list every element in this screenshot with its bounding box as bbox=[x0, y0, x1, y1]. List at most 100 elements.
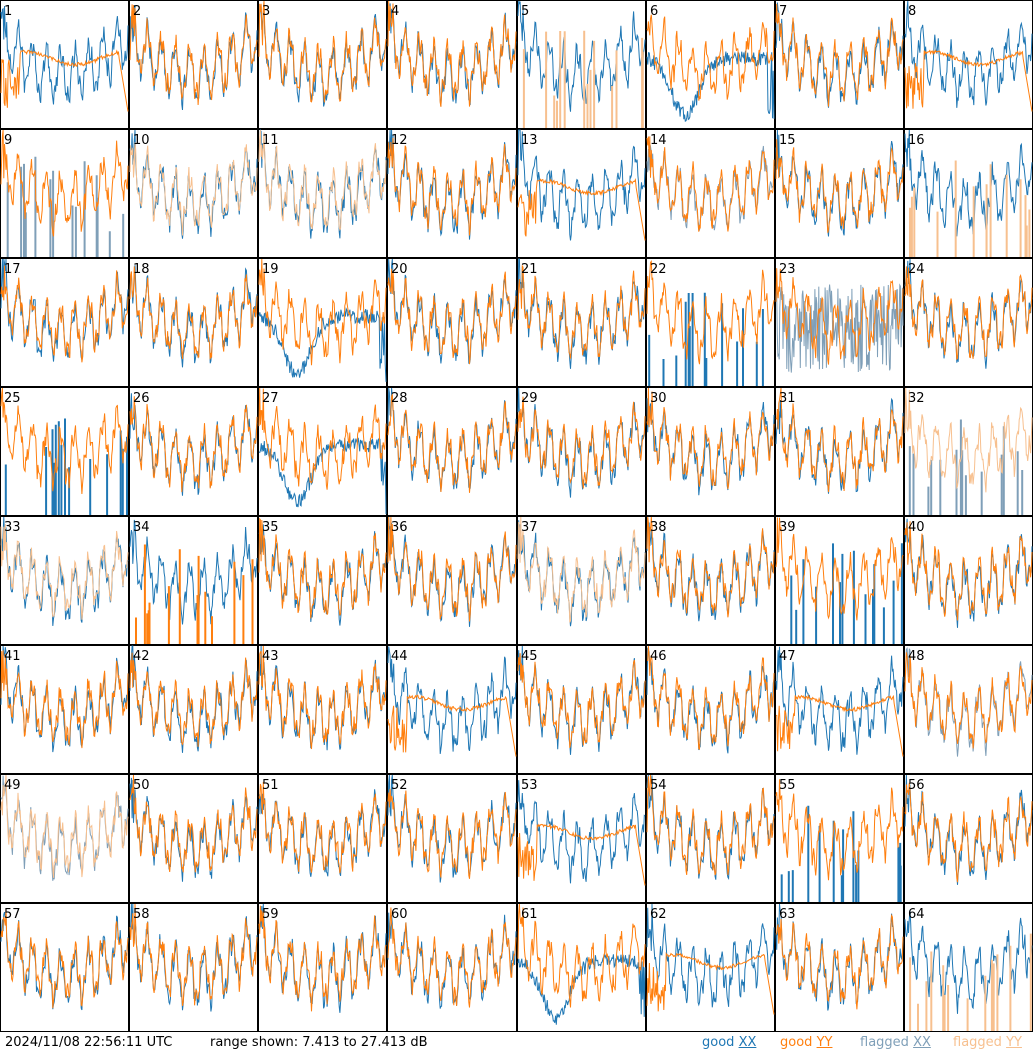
series-yy-line bbox=[0, 49, 129, 112]
panel-55: 55 bbox=[775, 774, 904, 903]
panel-36: 36 bbox=[387, 516, 517, 645]
panel-23: 23 bbox=[775, 258, 904, 387]
legend-pol: YY bbox=[816, 1035, 833, 1050]
panel-4: 4 bbox=[387, 0, 517, 129]
panel-frame bbox=[258, 645, 387, 774]
panel-34: 34 bbox=[129, 516, 258, 645]
series-yy-line bbox=[646, 14, 775, 101]
panel-2: 2 bbox=[129, 0, 258, 129]
panel-12: 12 bbox=[387, 129, 517, 258]
panel-59: 59 bbox=[258, 903, 387, 1032]
panel-number: 9 bbox=[4, 133, 12, 148]
panel-15: 15 bbox=[775, 129, 904, 258]
series-xx-line bbox=[517, 0, 646, 112]
panel-54: 54 bbox=[646, 774, 775, 903]
panel-number: 22 bbox=[650, 262, 667, 277]
panel-number: 43 bbox=[262, 649, 279, 664]
panel-frame bbox=[387, 774, 517, 903]
panel-number: 45 bbox=[521, 649, 538, 664]
series-yy-line bbox=[517, 516, 646, 623]
series-yy-line bbox=[387, 0, 517, 107]
panel-22: 22 bbox=[646, 258, 775, 387]
panel-number: 28 bbox=[391, 391, 408, 406]
panel-44: 44 bbox=[387, 645, 517, 774]
panel-25: 25 bbox=[0, 387, 129, 516]
panel-number: 50 bbox=[133, 778, 150, 793]
series-yy-line bbox=[517, 903, 646, 1008]
series-yy-line bbox=[258, 258, 387, 366]
series-yy-line bbox=[135, 544, 254, 644]
series-yy-line bbox=[517, 396, 646, 489]
panel-number: 2 bbox=[133, 4, 141, 19]
panel-frame bbox=[646, 0, 775, 129]
panel-56: 56 bbox=[904, 774, 1033, 903]
series-yy-line bbox=[258, 781, 387, 874]
series-yy-line bbox=[129, 652, 258, 747]
series-yy-line bbox=[775, 139, 904, 233]
panel-number: 49 bbox=[4, 778, 21, 793]
panel-39: 39 bbox=[775, 516, 904, 645]
panel-number: 42 bbox=[133, 649, 150, 664]
panel-number: 40 bbox=[908, 520, 925, 535]
series-yy-line bbox=[904, 521, 1033, 621]
panel-27: 27 bbox=[258, 387, 387, 516]
panel-number: 18 bbox=[133, 262, 150, 277]
series-xx-line bbox=[0, 5, 129, 105]
series-xx-line bbox=[6, 156, 125, 257]
series-yy-line bbox=[909, 160, 1031, 257]
legend-flagged-yy: flagged YY bbox=[953, 1035, 1022, 1051]
series-xx-line bbox=[258, 307, 387, 382]
panel-number: 3 bbox=[262, 4, 270, 19]
panel-frame bbox=[258, 774, 387, 903]
panel-number: 61 bbox=[521, 907, 538, 922]
series-yy-line bbox=[522, 30, 644, 128]
series-yy-line bbox=[387, 907, 517, 1008]
panel-number: 19 bbox=[262, 262, 279, 277]
panel-number: 44 bbox=[391, 649, 408, 664]
panel-number: 21 bbox=[521, 262, 538, 277]
series-yy-line bbox=[129, 396, 258, 493]
panel-number: 4 bbox=[391, 4, 399, 19]
series-yy-line bbox=[0, 524, 129, 620]
panel-number: 29 bbox=[521, 391, 538, 406]
panel-10: 10 bbox=[129, 129, 258, 258]
panel-number: 13 bbox=[521, 133, 538, 148]
panel-number: 34 bbox=[133, 520, 150, 535]
series-yy-line bbox=[129, 266, 258, 360]
panel-48: 48 bbox=[904, 645, 1033, 774]
panel-frame bbox=[775, 387, 904, 516]
panel-8: 8 bbox=[904, 0, 1033, 129]
panel-62: 62 bbox=[646, 903, 775, 1032]
series-yy-line bbox=[517, 178, 646, 241]
panel-number: 41 bbox=[4, 649, 21, 664]
series-yy-line bbox=[646, 774, 775, 876]
panel-45: 45 bbox=[517, 645, 646, 774]
panel-frame bbox=[387, 258, 517, 387]
panel-6: 6 bbox=[646, 0, 775, 129]
panel-number: 5 bbox=[521, 4, 529, 19]
panel-number: 51 bbox=[262, 778, 279, 793]
series-yy-line bbox=[129, 142, 258, 236]
series-yy-line bbox=[0, 774, 129, 878]
series-yy-line bbox=[258, 645, 387, 750]
panel-32: 32 bbox=[904, 387, 1033, 516]
panel-1: 1 bbox=[0, 0, 129, 129]
series-yy-line bbox=[517, 822, 646, 886]
panel-number: 55 bbox=[779, 778, 796, 793]
panel-20: 20 bbox=[387, 258, 517, 387]
panel-63: 63 bbox=[775, 903, 904, 1032]
legend-word: flagged bbox=[860, 1035, 909, 1050]
panel-16: 16 bbox=[904, 129, 1033, 258]
panel-42: 42 bbox=[129, 645, 258, 774]
legend-pol: XX bbox=[913, 1035, 931, 1050]
series-yy-line bbox=[775, 779, 904, 881]
series-yy-line bbox=[775, 3, 904, 107]
panel-21: 21 bbox=[517, 258, 646, 387]
legend-word: good bbox=[702, 1035, 735, 1050]
series-yy-line bbox=[387, 137, 517, 236]
panel-frame bbox=[646, 774, 775, 903]
series-xx-line bbox=[908, 419, 1024, 515]
series-xx-line bbox=[775, 646, 904, 755]
panel-31: 31 bbox=[775, 387, 904, 516]
panel-number: 12 bbox=[391, 133, 408, 148]
